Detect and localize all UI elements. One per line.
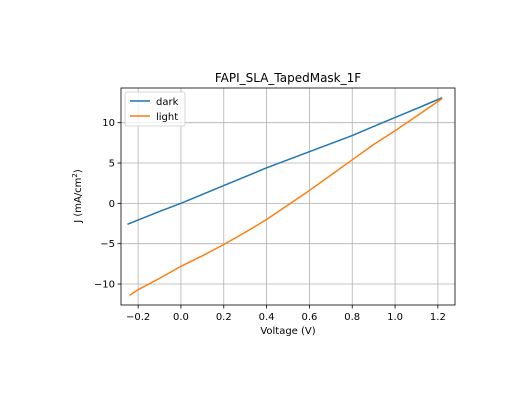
x-tick-label: 0.4 bbox=[259, 312, 275, 323]
y-tick-label: −10 bbox=[94, 280, 115, 291]
chart-title: FAPI_SLA_TapedMask_1F bbox=[215, 71, 361, 85]
y-tick-label: 5 bbox=[109, 159, 115, 170]
y-tick-label: −5 bbox=[100, 239, 115, 250]
plot-frame bbox=[120, 87, 456, 306]
y-tick-label: 0 bbox=[109, 199, 115, 210]
series-line-light bbox=[129, 97, 443, 296]
x-tick-label: −0.2 bbox=[126, 312, 150, 323]
grid bbox=[121, 88, 455, 305]
x-tick-label: 0.8 bbox=[344, 312, 360, 323]
x-axis-ticks: −0.2 0.0 0.2 0.4 0.6 0.8 1.0 1.2 bbox=[126, 305, 446, 323]
legend: dark light bbox=[124, 91, 186, 127]
y-axis-label-main: J (mA/cm bbox=[73, 178, 84, 224]
x-tick-label: 1.2 bbox=[430, 312, 446, 323]
x-tick-label: 0.2 bbox=[216, 312, 232, 323]
legend-label-light: light bbox=[156, 112, 178, 123]
y-axis-ticks: −10 −5 0 5 10 bbox=[94, 118, 121, 291]
x-tick-label: 0.0 bbox=[173, 312, 189, 323]
y-tick-label: 10 bbox=[102, 118, 115, 129]
y-axis-label-superscript: 2 bbox=[71, 173, 79, 177]
x-tick-label: 0.6 bbox=[301, 312, 317, 323]
y-axis-label: J (mA/cm2) bbox=[71, 169, 84, 224]
legend-label-dark: dark bbox=[156, 97, 179, 108]
series-layer bbox=[127, 96, 443, 296]
x-axis-label: Voltage (V) bbox=[260, 326, 315, 337]
y-axis-label-close: ) bbox=[73, 169, 84, 173]
series-line-dark bbox=[127, 96, 443, 226]
x-tick-label: 1.0 bbox=[387, 312, 403, 323]
